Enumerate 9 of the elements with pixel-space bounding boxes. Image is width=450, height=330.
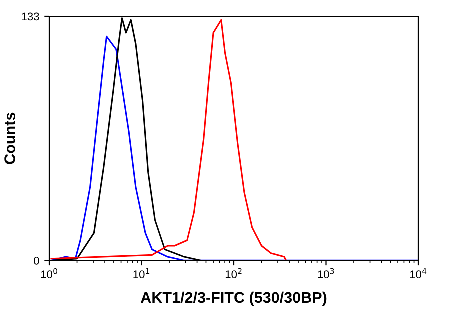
x-axis-title: AKT1/2/3-FITC (530/30BP) bbox=[140, 292, 327, 306]
x-tick-label: 10$^{3}$ bbox=[318, 268, 334, 278]
y-tick-label: 133 bbox=[22, 12, 40, 21]
y-tick-label: 0 bbox=[34, 256, 40, 265]
x-tick-label: 10$^{0}$ bbox=[41, 268, 58, 278]
x-tick-label: 10$^{4}$ bbox=[410, 268, 427, 279]
y-axis-title: Counts bbox=[4, 112, 16, 164]
x-tick-label: 10$^{1}$ bbox=[134, 268, 150, 279]
x-tick-label: 10$^{2}$ bbox=[226, 268, 242, 278]
